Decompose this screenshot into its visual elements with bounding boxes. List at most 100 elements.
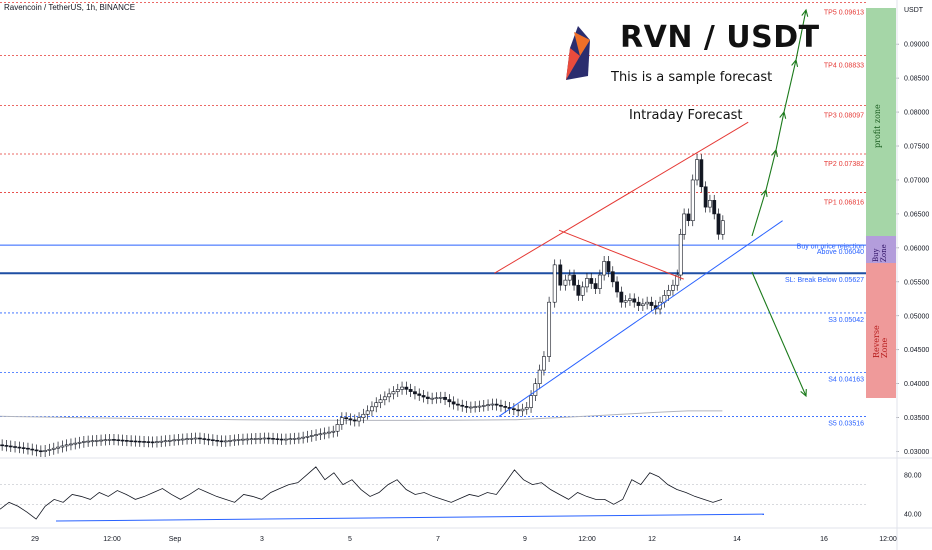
candle-up: [185, 438, 189, 441]
candle-down: [636, 301, 641, 306]
forecast-arrow-head: [801, 8, 809, 17]
y-tick-label: 0.09000: [904, 42, 929, 49]
candle-down: [716, 213, 721, 235]
candle-up: [223, 440, 228, 443]
candle-down: [137, 440, 142, 443]
candle-up: [682, 213, 687, 235]
candle-down: [417, 393, 422, 396]
x-tick-label: 29: [31, 536, 39, 543]
candle-down: [558, 264, 563, 286]
buy-zone-label-2: Zone: [880, 244, 888, 262]
candle-up: [481, 405, 486, 407]
y-tick-label: 0.03500: [904, 415, 929, 422]
candle-down: [649, 301, 654, 306]
level-label-note: Buy on price rejection: [797, 243, 864, 250]
candle-up: [301, 436, 306, 439]
candle-down: [447, 399, 452, 403]
candle-up: [365, 410, 370, 415]
reverse-zone-label-2: Zone: [880, 337, 889, 358]
candle-down: [275, 438, 280, 441]
candle-up: [623, 300, 628, 303]
forecast-arrow: [795, 9, 807, 61]
candle-down: [206, 438, 211, 441]
forecast-arrow: [751, 271, 807, 397]
profit-zone: [866, 8, 896, 236]
oscillator-series: [0, 466, 723, 520]
candle-down: [443, 396, 447, 400]
y-tick-label: 0.06500: [904, 211, 929, 218]
level-label: TP5 0.09613: [824, 10, 864, 17]
candle-up: [542, 356, 546, 371]
candle-down: [464, 406, 469, 408]
candle-up: [580, 286, 585, 296]
candle-down: [610, 271, 615, 283]
candle-up: [253, 438, 258, 440]
candle-down: [516, 409, 521, 412]
candle-down: [133, 440, 138, 443]
candle-up: [374, 402, 379, 408]
candle-down: [404, 386, 409, 390]
candle-up: [314, 434, 318, 436]
x-tick-label: 12: [648, 536, 656, 543]
candle-up: [249, 438, 254, 441]
y-tick-label: 0.04000: [904, 381, 929, 388]
candle-up: [547, 301, 552, 357]
candle-down: [4, 445, 9, 447]
candle-up: [43, 450, 48, 452]
candle-up: [47, 449, 52, 451]
candle-up: [180, 438, 185, 441]
candle-down: [712, 200, 717, 215]
candle-up: [107, 439, 112, 441]
candle-up: [94, 440, 99, 442]
candle-up: [284, 438, 288, 441]
candle-up: [585, 278, 589, 288]
forecast-arrow: [765, 149, 777, 191]
candle-up: [288, 438, 293, 441]
forecast-arrow: [775, 111, 785, 151]
candle-up: [64, 444, 69, 447]
candle-up: [103, 439, 108, 442]
candle-down: [576, 284, 581, 296]
y-tick-label: 0.08500: [904, 76, 929, 83]
candle-up: [563, 279, 568, 286]
candle-down: [499, 404, 503, 407]
descending-resistance-line: [558, 229, 684, 280]
candle-down: [146, 441, 151, 443]
y-tick-label: 0.06000: [904, 245, 929, 252]
candle-up: [678, 233, 683, 276]
x-tick-label: 3: [260, 536, 264, 543]
candle-up: [77, 441, 82, 444]
candle-up: [327, 431, 331, 434]
candle-up: [628, 298, 632, 301]
profit-zone-label: profit zone: [873, 104, 882, 148]
candle-up: [537, 369, 542, 384]
level-label: TP2 0.07382: [824, 161, 864, 168]
candle-up: [391, 391, 396, 395]
oscillator-tick-label: 40.00: [904, 512, 922, 519]
oscillator-tick-label: 80.00: [904, 472, 922, 479]
candle-down: [8, 445, 13, 448]
candle-down: [413, 391, 417, 395]
candle-down: [348, 418, 353, 421]
candle-up: [339, 417, 344, 425]
candle-up: [640, 303, 645, 306]
candle-down: [344, 417, 349, 420]
candle-up: [395, 389, 400, 392]
candle-up: [666, 290, 671, 296]
x-tick-label: 9: [523, 536, 527, 543]
x-tick-label: 12:00: [879, 536, 897, 543]
candle-down: [456, 403, 460, 406]
level-label: TP1 0.06816: [824, 199, 864, 206]
candle-up: [400, 386, 404, 390]
candle-up: [318, 433, 323, 436]
candle-up: [382, 396, 387, 401]
candle-up: [86, 440, 91, 443]
x-tick-label: 7: [436, 536, 440, 543]
upper-trend-line: [494, 121, 749, 274]
candle-up: [552, 264, 557, 303]
candle-up: [438, 396, 443, 399]
candle-up: [81, 441, 86, 443]
candle-up: [335, 424, 340, 432]
candle-up: [602, 261, 607, 276]
candle-down: [460, 404, 465, 407]
